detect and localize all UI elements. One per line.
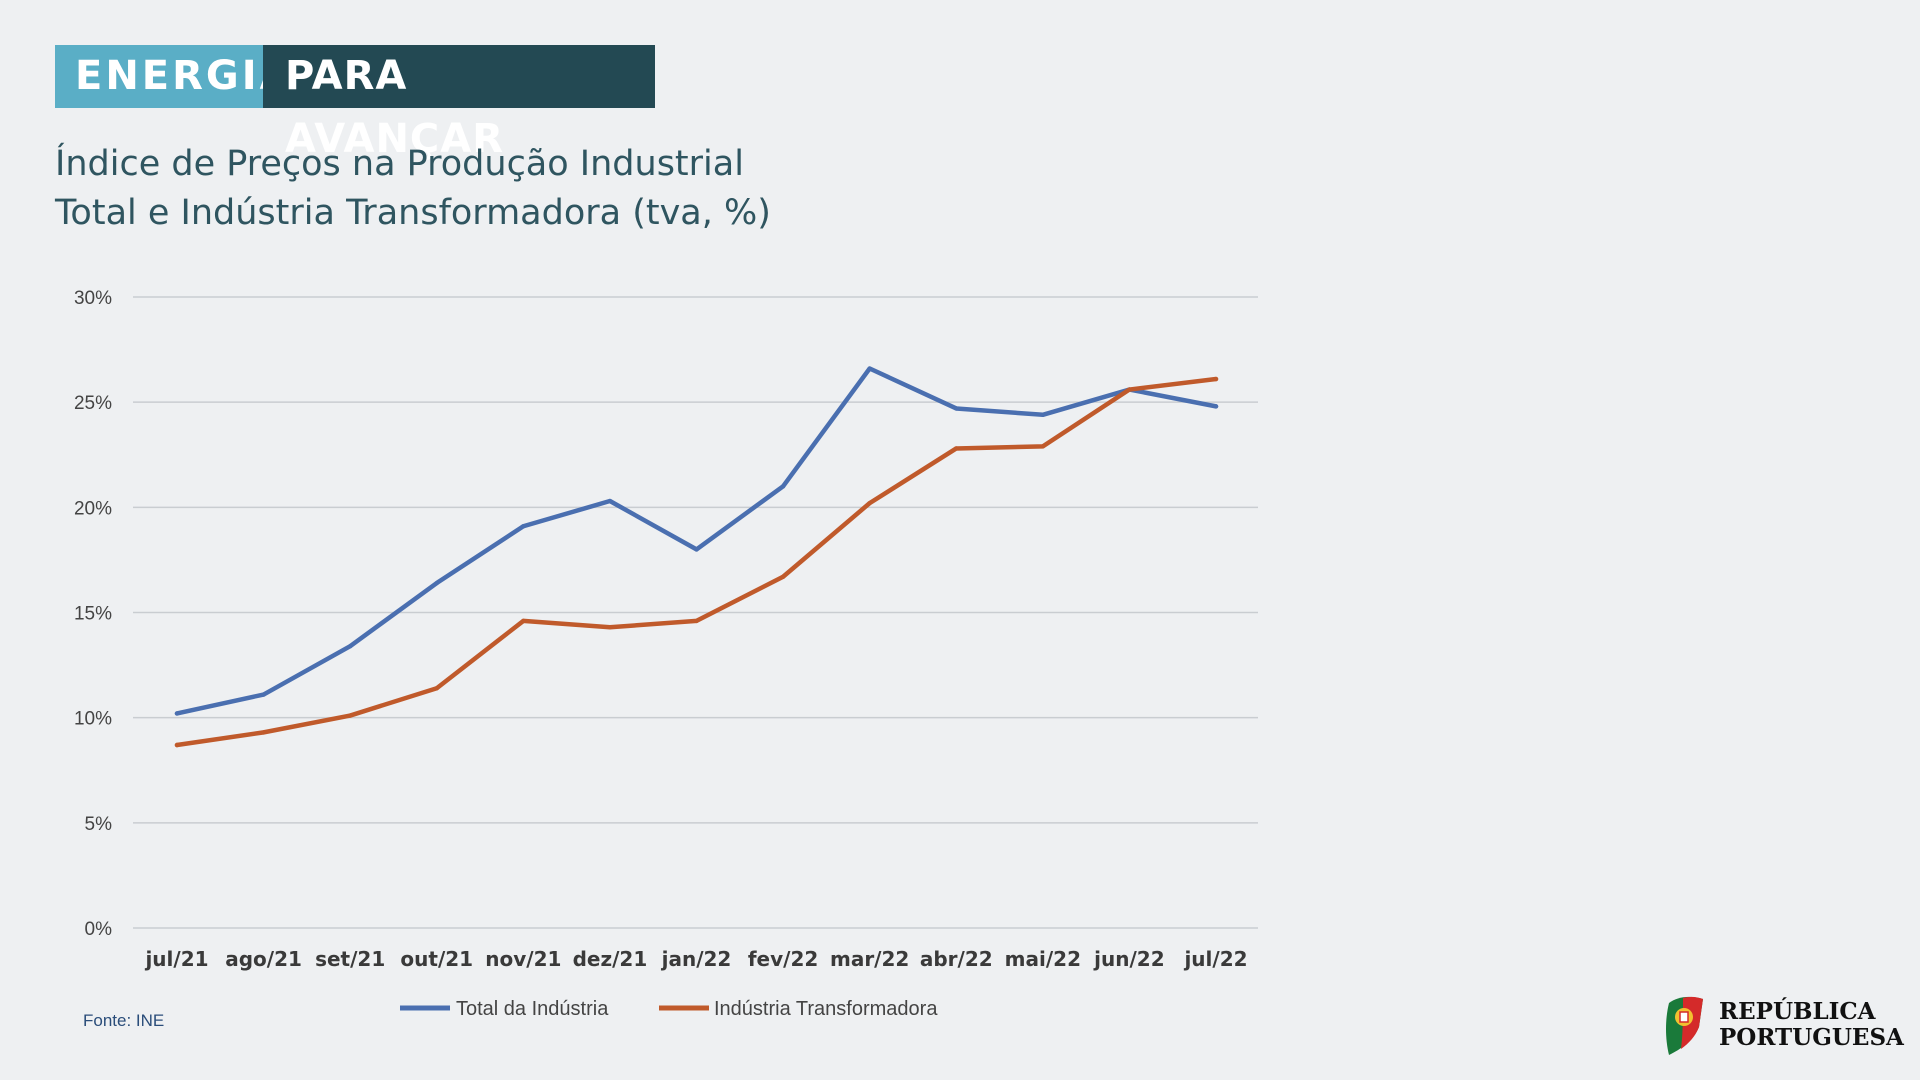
y-tick-label: 5% [85,814,113,835]
data-point [1213,404,1219,409]
x-tick-label: dez/21 [573,947,648,971]
data-point [521,618,526,624]
data-point [174,711,180,716]
y-axis-ticks: 0% 5% 10% 15% 20% 25% 30% [74,288,112,940]
y-tick-label: 20% [74,498,112,519]
data-point [867,366,872,371]
data-point [347,643,353,649]
legend-label: Total da Indústria [456,998,609,1020]
grid [133,296,1258,929]
logo-line-2: PORTUGUESA [1719,1024,1904,1051]
chart-title: Índice de Preços na Produção Industrial … [55,140,771,238]
banner: ENERGIA PARA AVANÇAR [55,45,655,162]
data-point [954,406,959,411]
data-point [521,524,526,529]
y-tick-label: 10% [74,709,112,730]
data-point [261,692,266,697]
legend: Total da Indústria Indústria Transformado… [400,998,938,1020]
y-tick-label: 15% [74,604,112,625]
data-point [607,498,613,504]
x-tick-label: mar/22 [830,947,909,971]
data-point [434,686,439,691]
data-point [1040,444,1046,449]
x-tick-label: abr/22 [920,947,993,971]
portuguese-flag-icon [1666,996,1703,1055]
banner-para-avancar: PARA AVANÇAR [263,45,655,162]
x-tick-label: ago/21 [225,947,302,971]
data-point [434,580,439,586]
data-point [867,500,872,506]
logo-line-1: REPÚBLICA [1719,998,1876,1025]
data-point [1127,387,1132,392]
data-point [694,618,699,624]
data-point [174,742,180,748]
series-lines [174,366,1219,748]
y-tick-label: 0% [85,919,113,940]
data-point [954,446,959,451]
series-line-2 [174,376,1219,748]
republica-portuguesa-logo: REPÚBLICA PORTUGUESA [1663,993,1904,1057]
data-point [1213,376,1219,382]
y-tick-label: 25% [74,393,112,414]
legend-label: Indústria Transformadora [714,998,938,1020]
data-point [780,484,786,489]
series-line-1 [174,366,1219,716]
x-tick-label: jun/22 [1093,947,1164,971]
data-point [1040,412,1046,417]
x-tick-label: fev/22 [748,947,818,971]
x-tick-label: out/21 [400,947,473,971]
x-tick-label: jan/22 [661,947,732,971]
data-point [694,547,699,552]
banner-energia: ENERGIA [55,45,291,108]
x-tick-label: nov/21 [485,947,561,971]
data-point [261,730,266,735]
x-tick-label: set/21 [315,947,385,971]
data-point [607,625,613,630]
chart-title-line-2: Total e Indústria Transformadora (tva, %… [55,193,771,233]
x-tick-label: jul/22 [1183,947,1247,971]
y-tick-label: 30% [74,288,112,309]
x-axis-ticks: jul/21 ago/21 set/21 out/21 nov/21 dez/21 jan/… [144,947,1247,971]
x-tick-label: jul/21 [144,947,208,971]
source-note: Fonte: INE [83,1011,165,1030]
data-point [347,713,353,718]
chart-title-line-1: Índice de Preços na Produção Industrial [55,144,744,184]
x-tick-label: mai/22 [1005,947,1081,971]
data-point [780,574,786,579]
